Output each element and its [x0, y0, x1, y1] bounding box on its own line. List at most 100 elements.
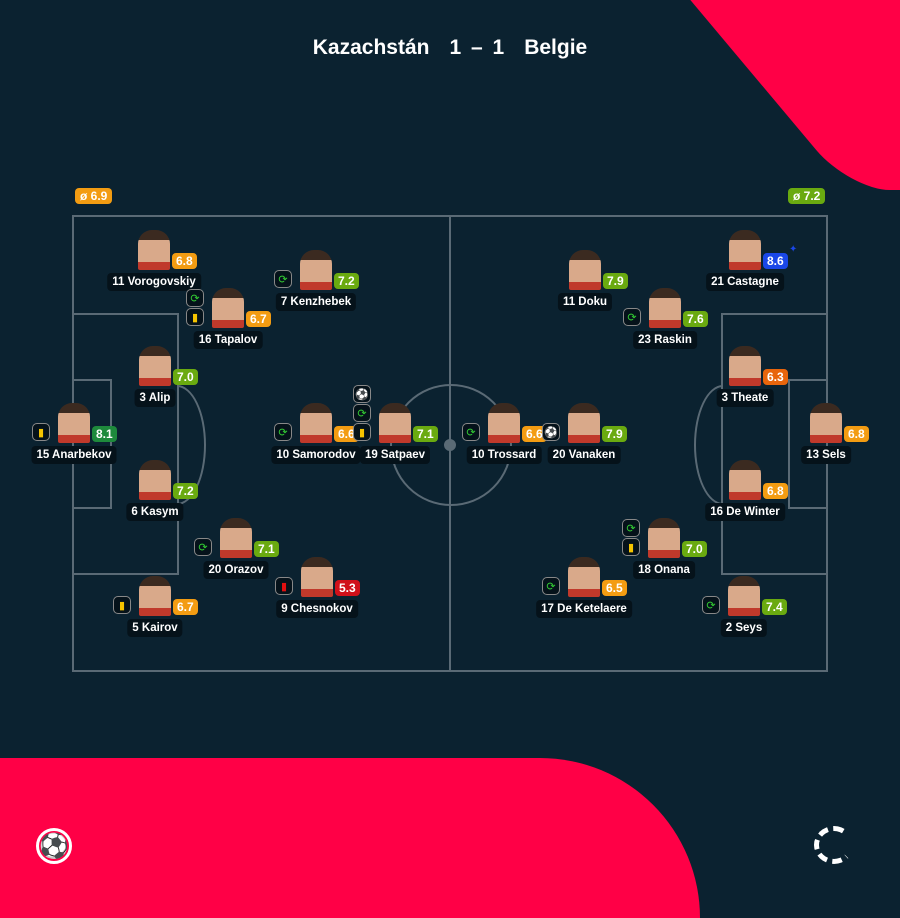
player-photo [139, 576, 171, 616]
event-icons: ⟳ [542, 577, 560, 595]
match-title: Kazachstán 1 – 1 Belgie [0, 36, 900, 60]
substitution-icon: ⟳ [622, 519, 640, 537]
player-photo [569, 250, 601, 290]
center-circle [390, 384, 512, 506]
player-photo [58, 403, 90, 443]
player-rating: 8.6 [763, 253, 788, 269]
substitution-icon: ⟳ [353, 404, 371, 422]
player-rating: 7.9 [602, 426, 627, 442]
player-name: 20 Vanaken [547, 446, 621, 464]
event-icons: ⟳ ▮ [622, 519, 640, 556]
player-rating: 7.0 [173, 369, 198, 385]
player-photo [139, 346, 171, 386]
player-name: 2 Seys [720, 619, 768, 637]
yellow-card-icon: ▮ [353, 423, 371, 441]
substitution-icon: ⟳ [542, 577, 560, 595]
football-icon: ⚽ [36, 828, 72, 864]
player-name: 16 Tapalov [193, 331, 263, 349]
player-rating: 6.6 [522, 426, 547, 442]
player-name: 13 Sels [801, 446, 851, 464]
event-icons: ⟳ [702, 596, 720, 614]
player-photo [729, 346, 761, 386]
player-photo [220, 518, 252, 558]
event-icons: ⟳ [194, 538, 212, 556]
substitution-icon: ⟳ [194, 538, 212, 556]
player-rating: 6.6 [334, 426, 359, 442]
event-icons: ▮ [275, 577, 293, 595]
event-icons: ⟳ [274, 423, 292, 441]
away-average-rating: ø 7.2 [788, 188, 826, 204]
player-photo [649, 288, 681, 328]
player-name: 3 Alip [134, 389, 176, 407]
player-rating: 6.8 [844, 426, 869, 442]
player-photo [568, 557, 600, 597]
player-name: 9 Chesnokov [276, 600, 358, 618]
player-photo [728, 576, 760, 616]
home-goal-area [72, 379, 112, 509]
player-rating: 6.8 [763, 483, 788, 499]
score: 1 – 1 [449, 36, 505, 59]
player-photo [810, 403, 842, 443]
player-name: 16 De Winter [705, 503, 785, 521]
player-name: 18 Onana [633, 561, 695, 579]
star-icon: ✦ [789, 244, 798, 255]
player-rating: 7.2 [334, 273, 359, 289]
player-rating: 6.7 [246, 311, 271, 327]
player-photo [300, 250, 332, 290]
player-photo [568, 403, 600, 443]
player-name: 7 Kenzhebek [275, 293, 357, 311]
red-card-icon: ▮ [275, 577, 293, 595]
player-rating: 8.1 [92, 426, 117, 442]
player-photo [300, 403, 332, 443]
substitution-icon: ⟳ [462, 423, 480, 441]
player-photo [648, 518, 680, 558]
player-photo [729, 460, 761, 500]
player-rating: 7.9 [603, 273, 628, 289]
substitution-icon: ⟳ [623, 308, 641, 326]
player-name: 11 Vorogovskiy [107, 273, 201, 291]
player-rating: 7.1 [254, 541, 279, 557]
player-rating: 6.5 [602, 580, 627, 596]
home-average-rating: ø 6.9 [75, 188, 113, 204]
goal-icon: ⚽ [353, 385, 371, 403]
player-rating: 6.3 [763, 369, 788, 385]
substitution-icon: ⟳ [274, 423, 292, 441]
player-name: 10 Samorodov [271, 446, 361, 464]
event-icons: ⟳ ▮ [186, 289, 204, 326]
player-rating: 7.1 [413, 426, 438, 442]
substitution-icon: ⟳ [702, 596, 720, 614]
decorative-footer-band [0, 758, 700, 918]
player-rating: 6.7 [173, 599, 198, 615]
player-rating: 7.2 [173, 483, 198, 499]
player-name: 6 Kasym [126, 503, 184, 521]
yellow-card-icon: ▮ [32, 423, 50, 441]
player-photo [212, 288, 244, 328]
player-rating: 7.0 [682, 541, 707, 557]
home-team: Kazachstán [312, 36, 430, 59]
away-team: Belgie [524, 36, 588, 59]
away-goal-area [788, 379, 828, 509]
player-name: 11 Doku [557, 293, 613, 311]
center-spot [444, 439, 456, 451]
event-icons: ⟳ [274, 270, 292, 288]
player-rating: 7.4 [762, 599, 787, 615]
player-name: 21 Castagne [706, 273, 784, 291]
decorative-corner [640, 0, 900, 190]
player-photo [139, 460, 171, 500]
event-icons: ⚽ ⟳ ▮ [353, 385, 371, 441]
player-name: 5 Kairov [127, 619, 183, 637]
player-rating: 6.8 [172, 253, 197, 269]
substitution-icon: ⟳ [186, 289, 204, 307]
event-icons: ⟳ [623, 308, 641, 326]
event-icons: ⟳ [462, 423, 480, 441]
player-name: 15 Anarbekov [31, 446, 117, 464]
player-photo [729, 230, 761, 270]
player-name: 3 Theate [716, 389, 774, 407]
player-name: 23 Raskin [633, 331, 697, 349]
substitution-icon: ⟳ [274, 270, 292, 288]
player-rating: 5.3 [335, 580, 360, 596]
yellow-card-icon: ▮ [186, 308, 204, 326]
player-name: 10 Trossard [466, 446, 542, 464]
player-photo [488, 403, 520, 443]
yellow-card-icon: ▮ [622, 538, 640, 556]
